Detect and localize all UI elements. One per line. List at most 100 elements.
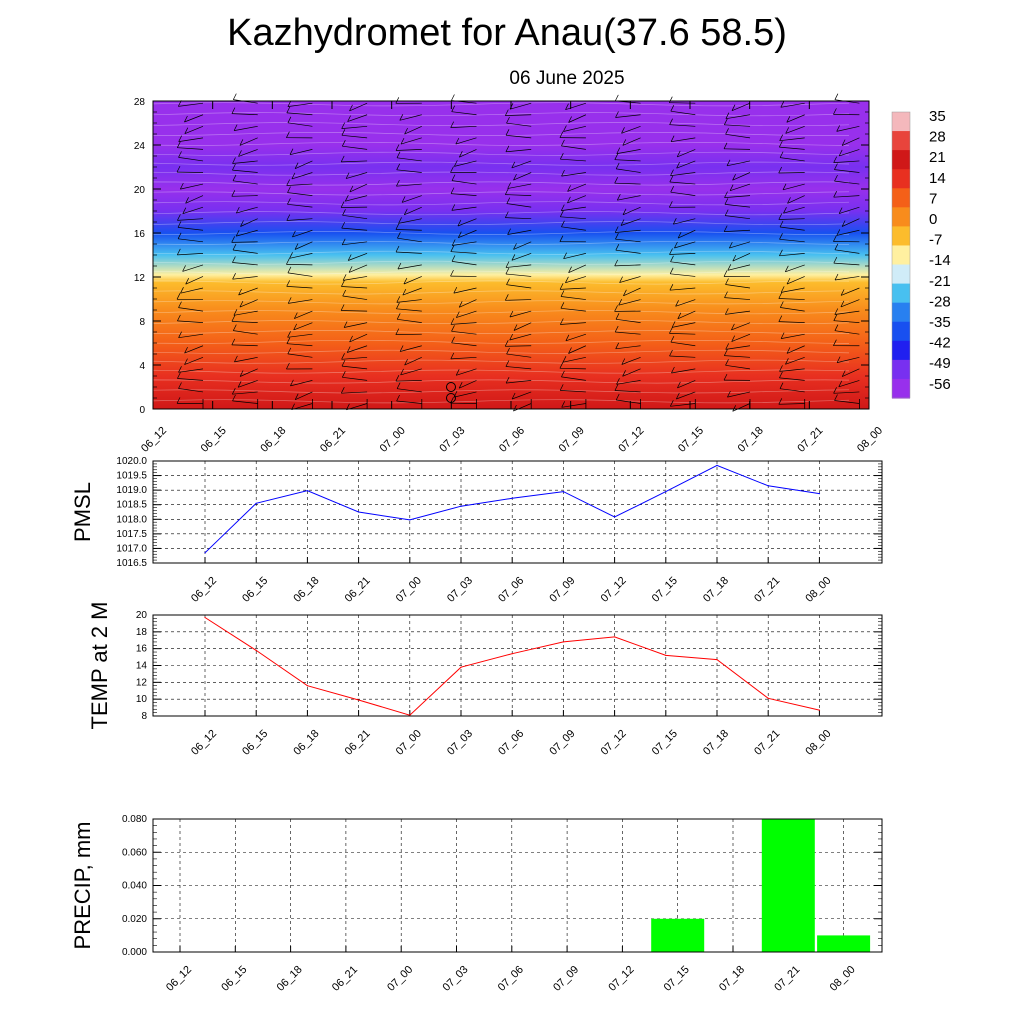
heatmap-xtick-label: 06_12 — [139, 425, 169, 455]
precip-xtick-label: 06_12 — [164, 964, 194, 994]
heatmap-xtick-label: 07_18 — [736, 425, 766, 455]
colorbar-swatch — [892, 264, 910, 285]
wind-barb — [561, 376, 586, 381]
wind-barb — [834, 330, 860, 335]
temp-xtick-label: 07_09 — [547, 728, 577, 758]
wind-barb-feather — [723, 373, 728, 381]
wind-barb-feather — [343, 321, 348, 328]
wind-barb-feather — [232, 243, 237, 251]
wind-barb-feather — [505, 376, 510, 384]
wind-barb-feather — [294, 162, 299, 169]
wind-barb-feather — [453, 390, 458, 398]
wind-barb-feather — [232, 93, 237, 100]
wind-barb-feather — [731, 104, 736, 111]
wind-barb-feather — [505, 360, 510, 367]
wind-barb — [450, 251, 477, 254]
wind-barb-feather — [834, 163, 838, 170]
wind-barb-feather — [293, 323, 298, 331]
wind-barb — [618, 299, 641, 306]
wind-barb — [669, 355, 696, 358]
wind-barb-feather — [396, 302, 400, 309]
wind-barb — [178, 307, 204, 312]
wind-barb — [836, 125, 860, 132]
colorbar-label: 7 — [929, 190, 937, 207]
wind-barb-feather — [238, 150, 242, 157]
temp-data-point — [767, 697, 769, 699]
wind-barb-feather — [559, 384, 564, 391]
wind-barb — [780, 102, 805, 108]
wind-barb — [840, 299, 860, 308]
pmsl-xtick-label: 07_12 — [599, 575, 629, 605]
wind-barb-feather — [286, 362, 290, 370]
wind-barb — [342, 241, 368, 246]
heatmap-ytick-label: 4 — [139, 361, 145, 372]
contour-line — [152, 191, 850, 196]
wind-barb-feather — [786, 116, 791, 123]
contour-line — [152, 211, 850, 216]
pmsl-xtick-label: 07_18 — [701, 575, 731, 605]
wind-barb-feather — [348, 266, 353, 273]
wind-barb-feather — [342, 289, 347, 297]
wind-barb-feather — [724, 291, 728, 298]
wind-barb-feather — [840, 289, 845, 296]
wind-barb-feather — [176, 165, 181, 173]
pmsl-panel: 1016.5 1017.0 1017.5 1018.0 1018.5 1019.0 1019… — [70, 456, 883, 605]
wind-barb-feather — [287, 331, 291, 338]
wind-barb — [669, 124, 696, 127]
wind-barb-feather — [559, 131, 564, 138]
wind-barb — [178, 333, 204, 339]
wind-barb-feather — [565, 334, 570, 341]
wind-barb — [396, 400, 422, 404]
wind-barb-feather — [563, 252, 567, 259]
wind-barb — [623, 287, 641, 297]
precip-xtick-label: 07_00 — [385, 964, 415, 994]
contour-line — [152, 102, 850, 107]
pmsl-data-point — [255, 502, 257, 504]
contour-line — [152, 290, 850, 295]
wind-barb-feather — [511, 254, 516, 261]
wind-barb-feather — [836, 229, 841, 236]
wind-barb-feather — [404, 358, 408, 366]
wind-barb-feather — [731, 323, 735, 331]
wind-barb — [287, 102, 313, 107]
heatmap-ytick-label: 28 — [134, 97, 146, 108]
wind-barb-feather — [185, 278, 190, 285]
wind-barb — [232, 169, 258, 173]
pmsl-data-point — [562, 491, 565, 493]
wind-barb — [731, 322, 751, 331]
wind-barb-feather — [396, 151, 401, 158]
colorbar-swatch — [892, 321, 910, 342]
colorbar-swatch — [892, 245, 910, 266]
wind-barb — [396, 308, 422, 312]
heatmap-xtick-label: 08_00 — [855, 425, 885, 455]
wind-barb-feather — [669, 175, 674, 183]
wind-barb-feather — [559, 318, 564, 325]
wind-barb-feather — [509, 333, 514, 341]
wind-barb — [347, 114, 368, 122]
wind-barb-feather — [505, 129, 510, 136]
wind-barb — [349, 333, 368, 343]
wind-barb — [240, 218, 258, 227]
temp-ytick-label: 10 — [136, 694, 148, 705]
wind-barb — [177, 378, 204, 381]
wind-barb-feather — [458, 382, 463, 389]
wind-barb-feather — [396, 296, 401, 303]
precip-xtick-label: 07_03 — [441, 964, 471, 994]
wind-barb-feather — [504, 294, 509, 301]
wind-barb-feather — [396, 394, 400, 402]
wind-barb-feather — [341, 359, 346, 367]
wind-barb — [780, 157, 805, 162]
wind-barb — [231, 241, 258, 243]
wind-barb-feather — [670, 336, 675, 343]
wind-barb — [725, 114, 751, 120]
wind-barb — [837, 356, 860, 363]
wind-barb — [400, 137, 422, 145]
wind-barb-feather — [561, 220, 565, 227]
wind-barb-feather — [724, 308, 729, 315]
wind-barb-feather — [786, 277, 791, 285]
colorbar-swatch — [892, 302, 910, 323]
wind-barb-feather — [232, 256, 236, 263]
wind-barb-feather — [233, 124, 238, 131]
wind-barb — [563, 253, 586, 260]
wind-barb-feather — [231, 338, 236, 346]
